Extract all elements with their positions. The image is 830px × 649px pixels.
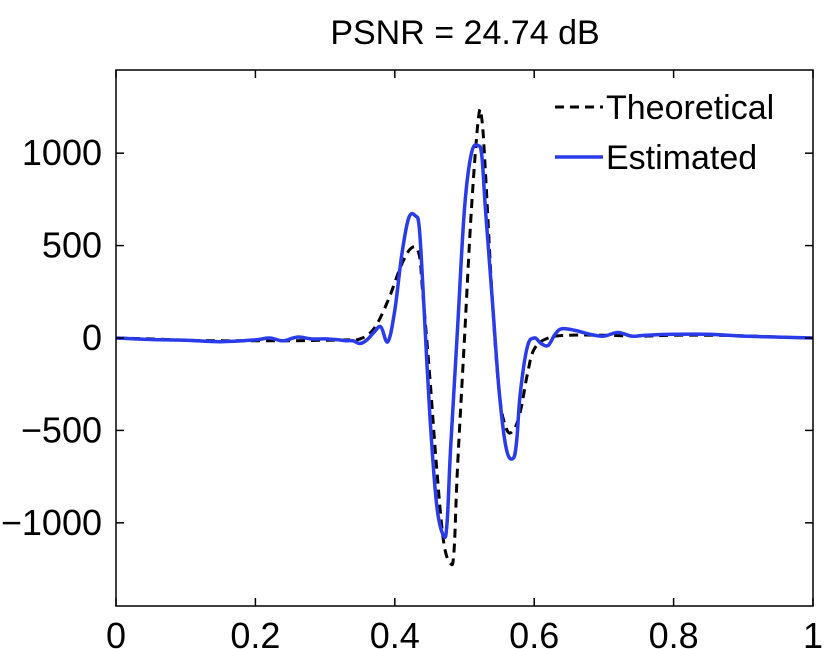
legend: Theoretical Estimated (555, 89, 774, 177)
legend-label-theoretical: Theoretical (606, 89, 774, 127)
y-tick-label: 500 (42, 225, 102, 266)
y-tick-label: 1000 (22, 132, 102, 173)
x-tick-label: 0.4 (370, 615, 420, 649)
legend-label-estimated: Estimated (606, 139, 757, 177)
chart-title: PSNR = 24.74 dB (330, 14, 599, 52)
series-line-theoretical (116, 107, 813, 567)
series-line-estimated (116, 143, 813, 540)
y-tick-label: 0 (82, 317, 102, 358)
x-tick-label: 0.2 (230, 615, 280, 649)
x-tick-label: 0 (106, 615, 126, 649)
x-tick-label: 1 (803, 615, 823, 649)
y-tick-label: −500 (21, 409, 102, 450)
x-tick-label: 0.6 (509, 615, 559, 649)
y-tick-label: −1000 (1, 502, 102, 543)
x-tick-label: 0.8 (649, 615, 699, 649)
